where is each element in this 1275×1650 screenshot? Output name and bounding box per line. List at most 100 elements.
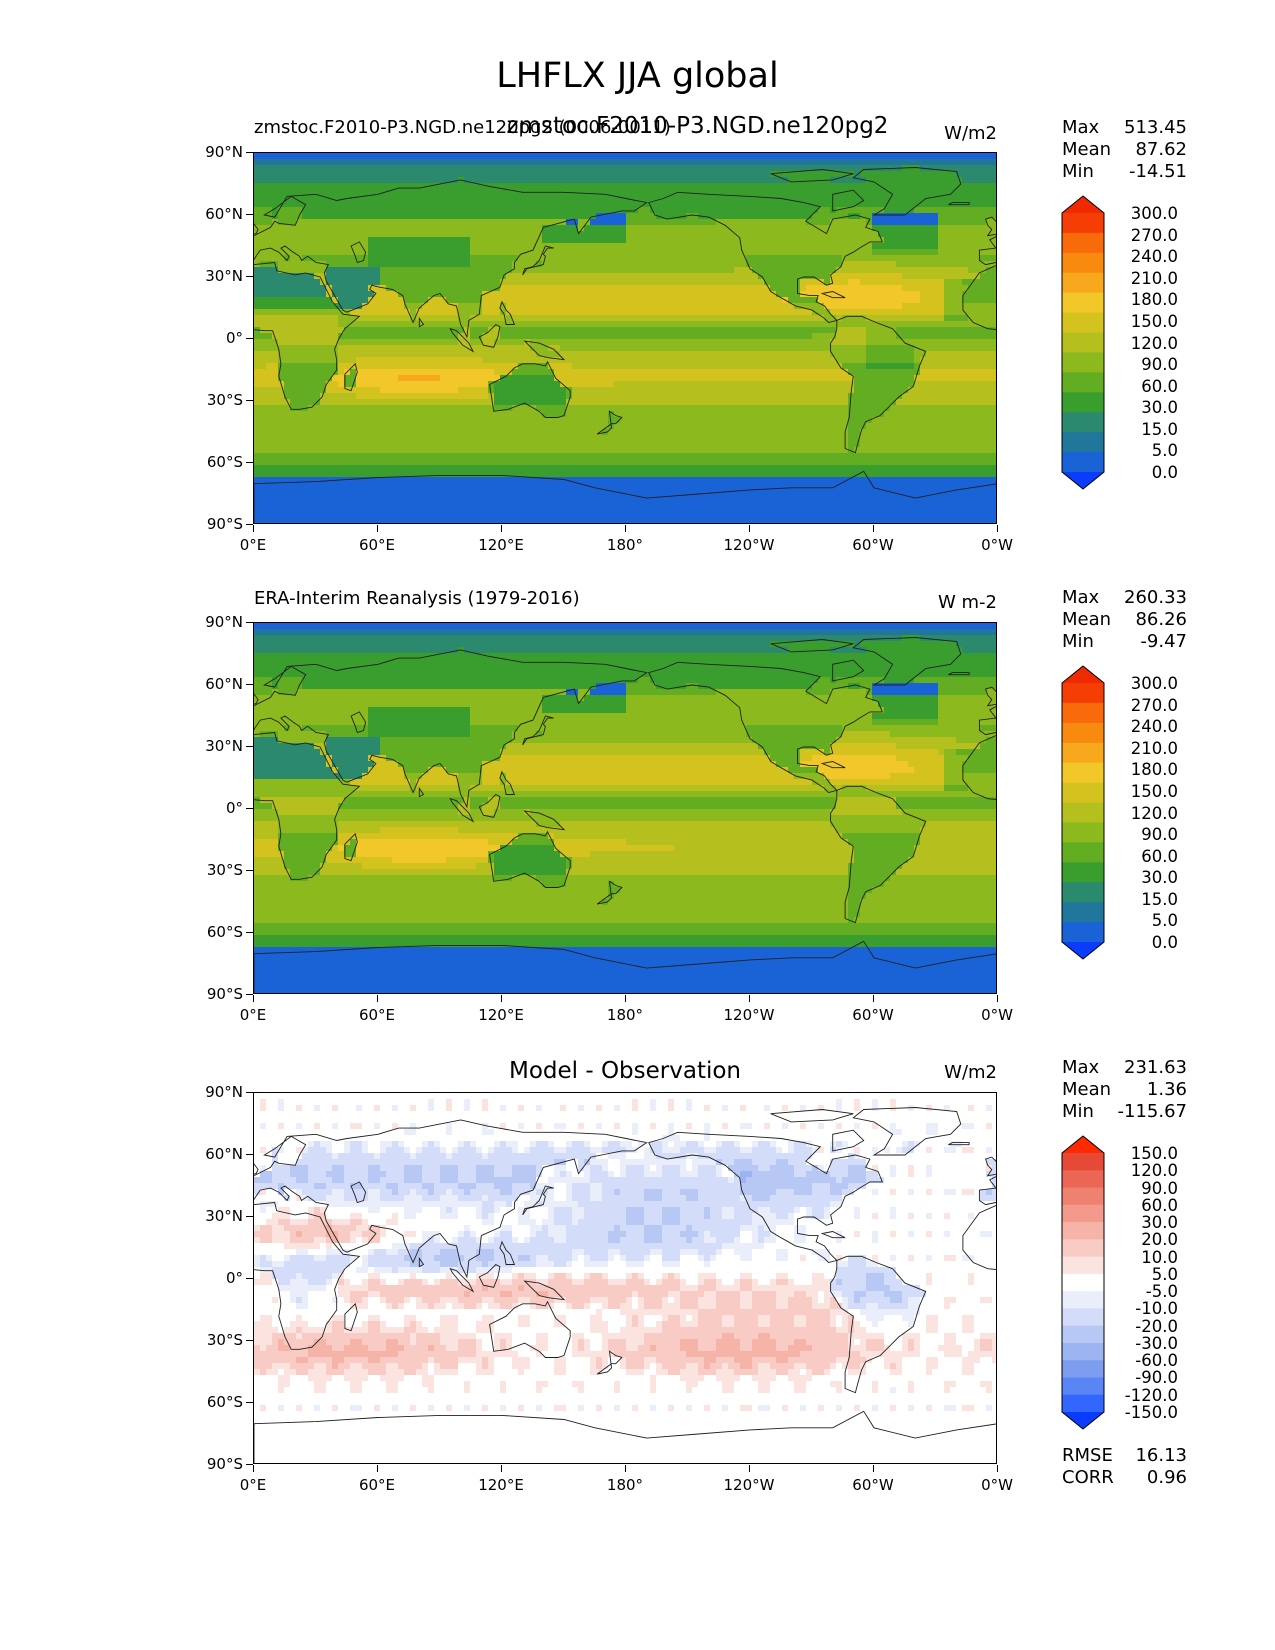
field-cell [338, 297, 345, 304]
field-cell [398, 333, 405, 340]
field-cell [770, 243, 777, 250]
field-cell [500, 327, 507, 334]
field-cell [626, 291, 633, 298]
field-cell [296, 363, 303, 370]
field-cell [770, 339, 777, 346]
field-cell [260, 369, 267, 376]
field-cell [962, 369, 969, 376]
field-cell [914, 381, 921, 388]
field-cell [860, 171, 867, 178]
field-cell [332, 207, 339, 214]
field-cell [902, 225, 909, 232]
field-cell [422, 339, 429, 346]
field-cell [746, 255, 753, 262]
field-cell [272, 153, 279, 160]
field-cell [734, 273, 741, 280]
field-cell [626, 249, 633, 256]
field-cell [890, 231, 897, 238]
field-cell [350, 345, 357, 352]
field-cell [668, 261, 675, 268]
field-cell [662, 297, 669, 304]
field-cell [320, 279, 327, 286]
field-cell [326, 327, 333, 334]
field-cell [734, 237, 741, 244]
field-cell [908, 189, 915, 196]
field-cell [302, 279, 309, 286]
field-cell [254, 171, 261, 178]
field-cell [788, 165, 795, 172]
field-cell [800, 249, 807, 256]
field-cell [254, 291, 261, 298]
field-cell [518, 369, 525, 376]
field-cell [368, 279, 375, 286]
field-cell [410, 309, 417, 316]
field-cell [608, 243, 615, 250]
field-cell [440, 369, 447, 376]
field-cell [806, 303, 813, 310]
field-cell [428, 279, 435, 286]
field-cell [344, 237, 351, 244]
field-cell [374, 165, 381, 172]
field-cell [254, 249, 261, 256]
field-cell [662, 183, 669, 190]
field-cell [662, 201, 669, 208]
field-cell [626, 225, 633, 232]
field-cell [680, 381, 687, 388]
field-cell [914, 213, 921, 220]
field-cell [626, 165, 633, 172]
field-cell [260, 189, 267, 196]
field-cell [368, 165, 375, 172]
field-cell [326, 381, 333, 388]
field-cell [824, 267, 831, 274]
field-cell [770, 369, 777, 376]
field-cell [704, 237, 711, 244]
field-cell [728, 387, 735, 394]
field-cell [266, 291, 273, 298]
field-cell [626, 183, 633, 190]
field-cell [926, 309, 933, 316]
field-cell [842, 291, 849, 298]
field-cell [392, 219, 399, 226]
field-cell [950, 363, 957, 370]
field-cell [782, 345, 789, 352]
field-cell [770, 231, 777, 238]
field-cell [386, 369, 393, 376]
field-cell [848, 321, 855, 328]
field-cell [392, 249, 399, 256]
field-cell [776, 291, 783, 298]
field-cell [662, 225, 669, 232]
field-cell [932, 291, 939, 298]
field-cell [992, 183, 996, 190]
field-cell [680, 279, 687, 286]
field-cell [644, 273, 651, 280]
field-cell [860, 213, 867, 220]
field-cell [938, 243, 945, 250]
field-cell [980, 381, 987, 388]
field-cell [608, 255, 615, 262]
field-cell [542, 357, 549, 364]
field-cell [782, 333, 789, 340]
field-cell [494, 159, 501, 166]
field-cell [560, 207, 567, 214]
field-cell [812, 345, 819, 352]
field-cell [404, 393, 411, 400]
field-cell [722, 219, 729, 226]
field-cell [650, 165, 657, 172]
field-cell [800, 339, 807, 346]
field-cell [662, 303, 669, 310]
field-cell [692, 303, 699, 310]
field-cell [920, 327, 927, 334]
field-cell [860, 351, 867, 358]
field-cell [692, 261, 699, 268]
field-cell [380, 249, 387, 256]
field-cell [878, 345, 885, 352]
field-cell [572, 321, 579, 328]
field-cell [794, 189, 801, 196]
field-cell [698, 177, 705, 184]
field-cell [830, 273, 837, 280]
field-cell [650, 321, 657, 328]
field-cell [938, 231, 945, 238]
field-cell [722, 171, 729, 178]
field-cell [434, 369, 441, 376]
field-cell [656, 357, 663, 364]
